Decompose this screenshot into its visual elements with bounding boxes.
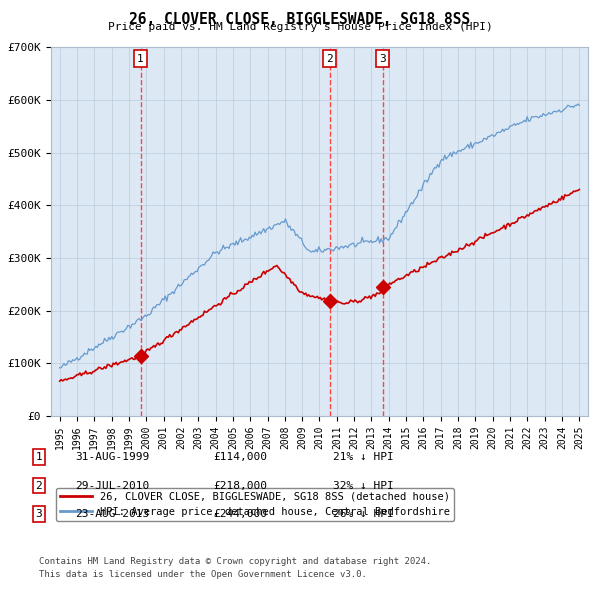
Text: 26% ↓ HPI: 26% ↓ HPI <box>333 509 394 519</box>
Text: Contains HM Land Registry data © Crown copyright and database right 2024.: Contains HM Land Registry data © Crown c… <box>39 558 431 566</box>
Text: 29-JUL-2010: 29-JUL-2010 <box>75 481 149 490</box>
Text: 26, CLOVER CLOSE, BIGGLESWADE, SG18 8SS: 26, CLOVER CLOSE, BIGGLESWADE, SG18 8SS <box>130 12 470 27</box>
Text: 1: 1 <box>137 54 144 64</box>
Text: 2: 2 <box>326 54 333 64</box>
Text: 21% ↓ HPI: 21% ↓ HPI <box>333 453 394 462</box>
Text: 2: 2 <box>35 481 43 490</box>
Text: £114,000: £114,000 <box>213 453 267 462</box>
Text: 3: 3 <box>35 509 43 519</box>
Text: 32% ↓ HPI: 32% ↓ HPI <box>333 481 394 490</box>
Text: £244,000: £244,000 <box>213 509 267 519</box>
Text: 23-AUG-2013: 23-AUG-2013 <box>75 509 149 519</box>
Text: £218,000: £218,000 <box>213 481 267 490</box>
Text: 31-AUG-1999: 31-AUG-1999 <box>75 453 149 462</box>
Text: 1: 1 <box>35 453 43 462</box>
Text: This data is licensed under the Open Government Licence v3.0.: This data is licensed under the Open Gov… <box>39 571 367 579</box>
Legend: 26, CLOVER CLOSE, BIGGLESWADE, SG18 8SS (detached house), HPI: Average price, de: 26, CLOVER CLOSE, BIGGLESWADE, SG18 8SS … <box>56 487 454 521</box>
Text: 3: 3 <box>379 54 386 64</box>
Text: Price paid vs. HM Land Registry's House Price Index (HPI): Price paid vs. HM Land Registry's House … <box>107 22 493 32</box>
